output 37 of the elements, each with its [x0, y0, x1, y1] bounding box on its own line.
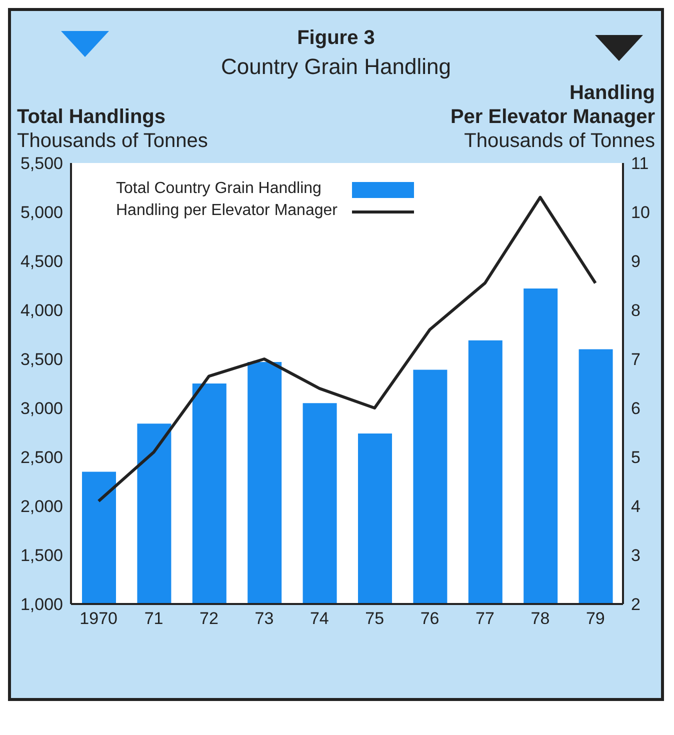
legend-label: Total Country Grain Handling [116, 180, 322, 198]
x-tick-label: 79 [586, 609, 605, 628]
x-tick-label: 77 [476, 609, 494, 628]
x-tick-label: 73 [254, 609, 274, 628]
y2-tick-label: 7 [631, 350, 640, 370]
y2-axis-title: Handling Per Elevator Manager Thousands of Tonnes [450, 81, 655, 153]
x-tick-label: 75 [365, 609, 384, 628]
y-tick-label: 1,000 [20, 595, 63, 614]
y-tick-label: 1,500 [20, 546, 63, 566]
x-tick-label: 1970 [80, 609, 118, 628]
y-tick-label: 4,000 [20, 301, 63, 320]
legend-label: Handling per Elevator Manager [116, 202, 338, 220]
y2-tick-label: 6 [631, 399, 640, 418]
x-tick-label: 71 [144, 609, 164, 628]
y2-tick-label: 5 [631, 448, 640, 468]
x-tick-label: 74 [310, 609, 329, 628]
x-tick-label: 76 [420, 609, 440, 628]
y-tick-label: 3,500 [20, 350, 63, 370]
y-tick-label: 2,500 [20, 448, 63, 468]
chart-subtitle: Country Grain Handling [220, 54, 452, 80]
y-tick-label: 4,500 [20, 252, 63, 272]
y2-tick-label: 4 [631, 497, 640, 516]
x-tick-label: 78 [530, 609, 550, 628]
x-tick-label: 72 [200, 609, 218, 628]
y-tick-label: 3,000 [20, 399, 63, 418]
y-tick-label: 5,000 [20, 203, 63, 222]
line-series [97, 196, 597, 503]
y2-tick-label: 11 [631, 154, 649, 174]
y-tick-label: 2,000 [20, 497, 63, 516]
y2-tick-label: 9 [631, 252, 640, 272]
y2-tick-label: 2 [631, 595, 640, 614]
y-tick-label: 5,500 [20, 154, 63, 174]
y2-tick-label: 3 [631, 546, 640, 566]
y2-tick-label: 10 [631, 203, 650, 222]
y2-tick-label: 8 [631, 301, 640, 320]
chart-title: Figure 3 [296, 26, 376, 50]
y-axis-title: Total Handlings Thousands of Tonnes [17, 105, 208, 153]
